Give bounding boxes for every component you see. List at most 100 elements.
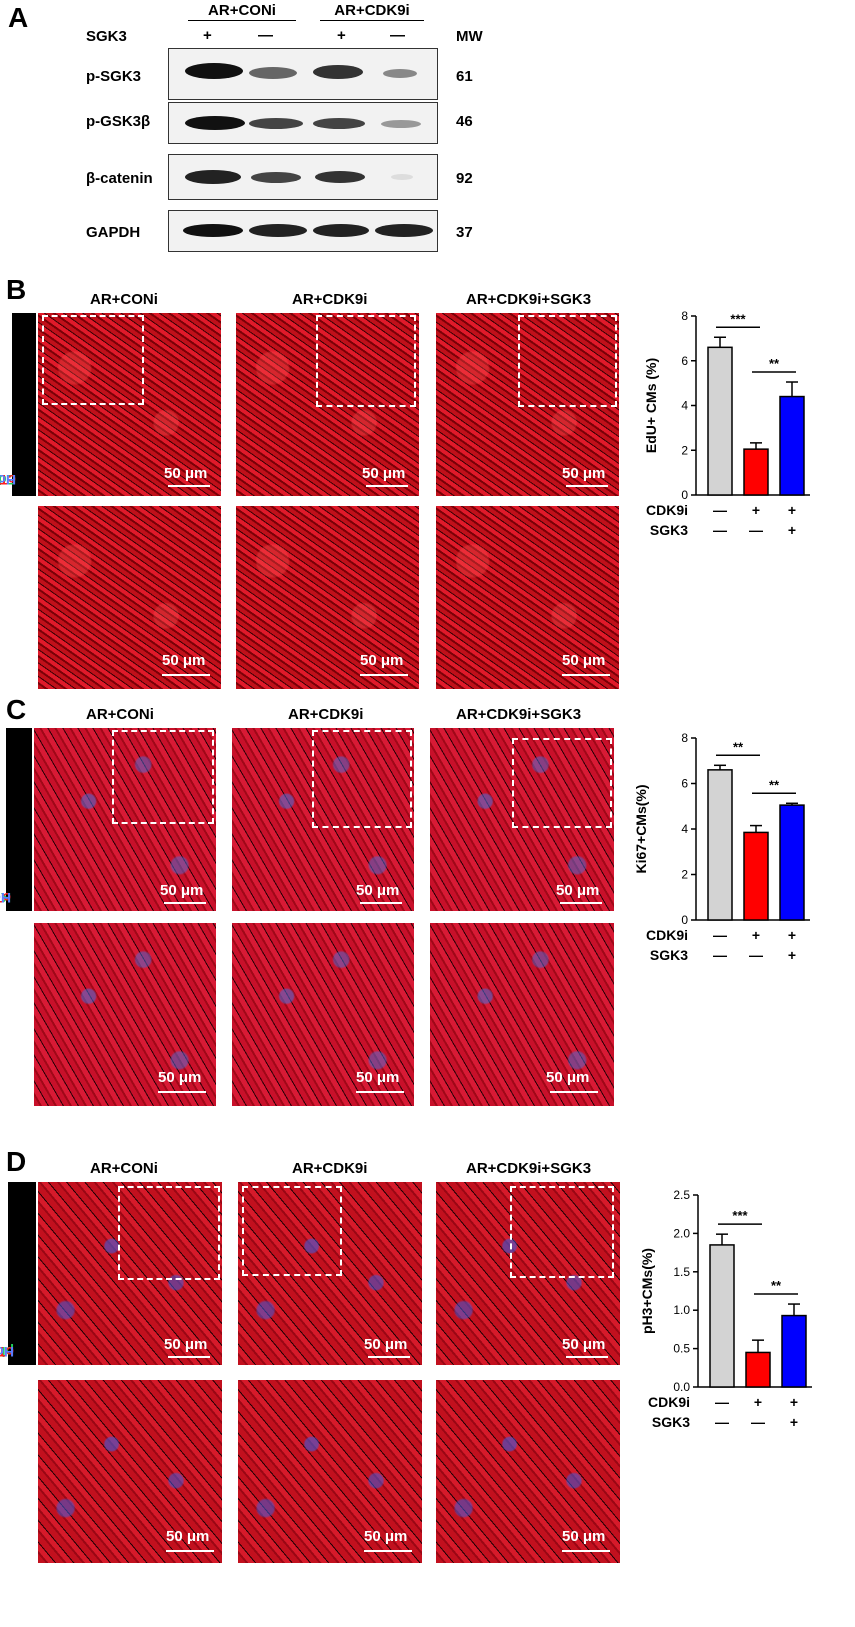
micrograph-c-cdk9i: 50 μm <box>232 728 414 911</box>
significance-label: *** <box>732 1208 748 1223</box>
blot-label-bcatenin: β-catenin <box>86 170 153 187</box>
micrograph-b-cdk9i-sgk3: 50 μm <box>436 313 619 496</box>
treatment-row-label: SGK3 <box>652 1414 690 1430</box>
blot-gapdh <box>168 210 438 252</box>
treatment-row-label: CDK9i <box>646 927 688 943</box>
bar-cdk9i-sgk3 <box>779 804 805 921</box>
treatment-sign: + <box>754 1394 762 1410</box>
bar-cdk9i-sgk3 <box>781 1314 807 1388</box>
panel-d-title-2: AR+CDK9i <box>292 1160 368 1177</box>
treatment-sign: — <box>713 927 727 943</box>
y-tick-label: 0 <box>681 488 688 502</box>
treatment-sign: — <box>749 947 763 963</box>
treatment-sign: — <box>715 1394 729 1410</box>
treatment-sign: + <box>788 947 796 963</box>
group-underline-coni <box>188 20 296 21</box>
treatment-row-label: SGK3 <box>650 522 688 538</box>
y-tick-label: 6 <box>681 354 688 368</box>
blot-label-psgk3: p-SGK3 <box>86 68 142 85</box>
y-tick-label: 2.0 <box>673 1226 690 1240</box>
blot-mw-pgsk3b: 46 <box>456 113 473 130</box>
significance-label: ** <box>769 356 780 371</box>
bar-cdk9i-sgk3 <box>779 395 805 496</box>
treatment-sign: — <box>749 522 763 538</box>
micrograph-b-coni-zoom: 50 μm <box>38 506 221 689</box>
micrograph-d-cdk9i: 50 μm <box>238 1182 422 1365</box>
panel-c-title-1: AR+CONi <box>86 706 154 723</box>
y-tick-label: 8 <box>681 731 688 745</box>
treatment-sign: — <box>715 1414 729 1430</box>
treatment-sign: + <box>752 927 760 943</box>
micrograph-d-cdk9i-sgk3: 50 μm <box>436 1182 620 1365</box>
treatment-sign: — <box>713 947 727 963</box>
treatment-sign: + <box>790 1394 798 1410</box>
treatment-sign: — <box>713 502 727 518</box>
micrograph-d-cdk9i-sgk3-zoom: 50 μm <box>436 1380 620 1563</box>
micrograph-d-coni-zoom: 50 μm <box>38 1380 222 1563</box>
panel-d-title-1: AR+CONi <box>90 1160 158 1177</box>
significance-label: ** <box>771 1278 782 1293</box>
micrograph-c-coni-zoom: 50 μm <box>34 923 216 1106</box>
significance-label: *** <box>730 311 746 326</box>
y-tick-label: 1.0 <box>673 1303 690 1317</box>
panel-b-title-3: AR+CDK9i+SGK3 <box>466 291 592 308</box>
panel-d-stain-label: ph3 cTNT Hoechst <box>0 1182 36 1365</box>
blot-mw-psgk3: 61 <box>456 68 473 85</box>
micrograph-d-cdk9i-zoom: 50 μm <box>238 1380 422 1563</box>
panel-d-title-3: AR+CDK9i+SGK3 <box>466 1160 592 1177</box>
y-tick-label: 2 <box>681 868 688 882</box>
micrograph-c-cdk9i-sgk3: 50 μm <box>430 728 614 911</box>
sgk3-sign-3: + <box>337 27 346 44</box>
micrograph-b-coni: 50 μm <box>38 313 221 496</box>
y-axis-label: EdU+ CMs (%) <box>643 358 659 453</box>
blot-pgsk3b <box>168 102 438 144</box>
mw-header: MW <box>456 28 483 45</box>
significance-label: ** <box>733 739 744 754</box>
bar-cdk9i <box>745 1351 771 1388</box>
sgk3-row-label: SGK3 <box>86 28 127 45</box>
blot-mw-gapdh: 37 <box>456 224 473 241</box>
treatment-row-label: SGK3 <box>650 947 688 963</box>
sgk3-sign-1: + <box>203 27 212 44</box>
panel-c-stain-label: Ki67 cTNT Hoechst <box>0 728 32 911</box>
micrograph-d-coni: 50 μm <box>38 1182 222 1365</box>
bar-coni <box>707 346 733 496</box>
micrograph-c-cdk9i-sgk3-zoom: 50 μm <box>430 923 614 1106</box>
treatment-row-label: CDK9i <box>646 502 688 518</box>
y-tick-label: 2 <box>681 443 688 457</box>
panel-c-title-3: AR+CDK9i+SGK3 <box>456 706 582 723</box>
sgk3-sign-2: — <box>258 27 273 44</box>
group-underline-cdk9i <box>320 20 424 21</box>
y-tick-label: 1.5 <box>673 1265 690 1279</box>
treatment-sign: + <box>788 502 796 518</box>
micrograph-c-cdk9i-zoom: 50 μm <box>232 923 414 1106</box>
y-tick-label: 0.0 <box>673 1380 690 1394</box>
treatment-sign: + <box>788 927 796 943</box>
y-tick-label: 4 <box>681 399 688 413</box>
blot-label-pgsk3b: p-GSK3β <box>86 113 151 130</box>
treatment-sign: — <box>751 1414 765 1430</box>
treatment-row-label: CDK9i <box>648 1394 690 1410</box>
y-tick-label: 4 <box>681 822 688 836</box>
panel-b-stain-label: EdU cTNT Hoechst <box>0 313 36 496</box>
panel-c-title-2: AR+CDK9i <box>288 706 364 723</box>
treatment-sign: + <box>788 522 796 538</box>
bar-coni <box>709 1244 735 1388</box>
panel-b-title-1: AR+CONi <box>90 291 158 308</box>
bar-cdk9i <box>743 448 769 496</box>
micrograph-b-cdk9i-sgk3-zoom: 50 μm <box>436 506 619 689</box>
treatment-sign: + <box>752 502 760 518</box>
bar-coni <box>707 769 733 921</box>
y-tick-label: 2.5 <box>673 1188 690 1202</box>
micrograph-b-cdk9i-zoom: 50 μm <box>236 506 419 689</box>
y-tick-label: 8 <box>681 309 688 323</box>
panel-b-label: B <box>6 274 27 305</box>
bar-cdk9i <box>743 831 769 921</box>
blot-label-gapdh: GAPDH <box>86 224 141 241</box>
y-tick-label: 6 <box>681 777 688 791</box>
blot-mw-bcatenin: 92 <box>456 170 473 187</box>
group-label-coni: AR+CONi <box>208 2 276 19</box>
y-axis-label: Ki67+CMs(%) <box>633 784 649 873</box>
